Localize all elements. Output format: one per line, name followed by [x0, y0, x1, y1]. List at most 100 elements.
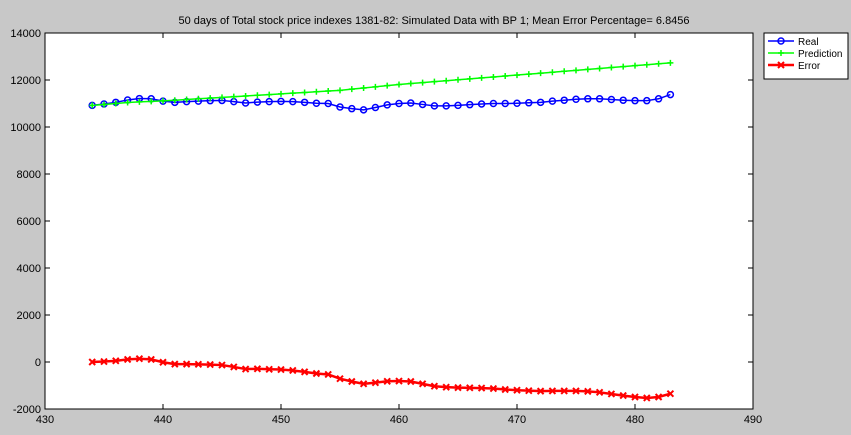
- data-point-real: [336, 103, 344, 111]
- data-point-error: [194, 360, 203, 369]
- data-point-error: [359, 380, 368, 388]
- data-point-error: [619, 391, 627, 400]
- data-point-real: [383, 101, 391, 109]
- data-point-prediction: [148, 98, 155, 105]
- y-tick-label: 2000: [17, 310, 41, 322]
- y-tick-label: 6000: [17, 216, 41, 228]
- data-point-prediction: [242, 92, 249, 99]
- data-point-real: [619, 96, 627, 104]
- data-point-prediction: [584, 66, 591, 73]
- data-point-prediction: [289, 90, 296, 97]
- data-point-error: [100, 357, 108, 366]
- legend-marker-error: [777, 61, 785, 69]
- data-point-real: [324, 99, 332, 108]
- data-point-prediction: [254, 92, 261, 99]
- data-point-error: [312, 369, 321, 378]
- data-point-real: [454, 101, 462, 110]
- data-point-prediction: [643, 61, 650, 68]
- data-point-prediction: [171, 97, 178, 104]
- data-point-prediction: [431, 78, 438, 85]
- data-point-error: [654, 393, 663, 401]
- data-point-error: [666, 390, 675, 398]
- data-point-prediction: [561, 68, 568, 75]
- data-point-error: [607, 390, 616, 398]
- data-point-error: [241, 365, 250, 373]
- data-point-real: [430, 102, 439, 110]
- legend-label-error: Error: [798, 61, 821, 72]
- data-point-prediction: [419, 79, 426, 86]
- data-point-real: [277, 97, 285, 106]
- data-point-prediction: [278, 90, 284, 97]
- data-point-prediction: [596, 65, 603, 72]
- data-point-prediction: [478, 74, 485, 81]
- y-tick-label: 10000: [10, 122, 41, 134]
- data-point-prediction: [549, 69, 556, 76]
- data-point-error: [584, 387, 592, 396]
- data-point-error: [112, 357, 120, 365]
- data-point-error: [371, 378, 380, 387]
- legend-marker-prediction: [778, 50, 784, 56]
- data-point-error: [348, 377, 356, 386]
- data-point-prediction: [502, 73, 509, 80]
- data-point-prediction: [667, 59, 674, 66]
- series-layer: [88, 59, 675, 402]
- x-tick-label: 480: [626, 414, 644, 426]
- data-point-real: [442, 102, 450, 110]
- data-point-error: [643, 394, 651, 402]
- data-point-error: [265, 365, 273, 373]
- data-point-error: [253, 365, 262, 373]
- data-point-prediction: [407, 80, 414, 87]
- data-point-error: [631, 393, 639, 401]
- data-point-real: [407, 99, 415, 107]
- data-point-error: [88, 358, 96, 366]
- data-point-error: [300, 368, 309, 376]
- data-point-error: [289, 366, 297, 375]
- data-point-real: [501, 99, 509, 108]
- data-point-real: [359, 106, 368, 114]
- data-point-prediction: [183, 96, 190, 103]
- data-point-prediction: [360, 84, 367, 91]
- x-tick-label: 470: [508, 414, 526, 426]
- data-point-error: [572, 387, 580, 395]
- data-point-real: [584, 95, 592, 103]
- y-tick-label: -2000: [13, 404, 41, 416]
- data-point-prediction: [325, 88, 332, 95]
- data-point-error: [277, 365, 285, 374]
- data-point-error: [595, 388, 604, 397]
- data-point-error: [230, 363, 238, 371]
- data-point-prediction: [230, 93, 237, 100]
- data-point-prediction: [396, 81, 402, 88]
- data-point-prediction: [160, 97, 166, 104]
- data-point-prediction: [124, 99, 131, 106]
- data-point-prediction: [466, 75, 473, 82]
- series-line-error: [92, 357, 671, 400]
- series-real: [88, 90, 675, 114]
- data-point-error: [147, 355, 155, 364]
- legend-label-prediction: Prediction: [798, 49, 842, 60]
- data-point-real: [643, 96, 651, 105]
- data-point-real: [654, 95, 663, 103]
- data-point-real: [265, 97, 273, 106]
- data-point-real: [312, 99, 321, 108]
- data-point-prediction: [348, 86, 355, 93]
- data-point-error: [525, 386, 533, 395]
- data-point-real: [536, 98, 545, 107]
- data-point-prediction: [101, 101, 107, 108]
- data-point-prediction: [219, 94, 225, 101]
- y-tick-label: 8000: [17, 169, 41, 181]
- data-point-error: [430, 382, 439, 390]
- data-point-error: [548, 387, 557, 395]
- series-error: [88, 355, 675, 402]
- x-tick-label: 460: [390, 414, 408, 426]
- data-point-error: [466, 384, 474, 392]
- data-point-prediction: [490, 73, 497, 80]
- data-point-real: [300, 98, 309, 107]
- axes: 430 440 450 460 470 480 490 -2000 0 2000 4000 6000 8…: [10, 28, 762, 426]
- data-point-real: [489, 99, 498, 108]
- data-point-real: [607, 95, 616, 104]
- data-point-prediction: [136, 98, 143, 105]
- data-point-error: [206, 360, 214, 369]
- data-point-prediction: [301, 89, 308, 96]
- data-point-prediction: [443, 77, 450, 84]
- data-point-real: [371, 103, 380, 112]
